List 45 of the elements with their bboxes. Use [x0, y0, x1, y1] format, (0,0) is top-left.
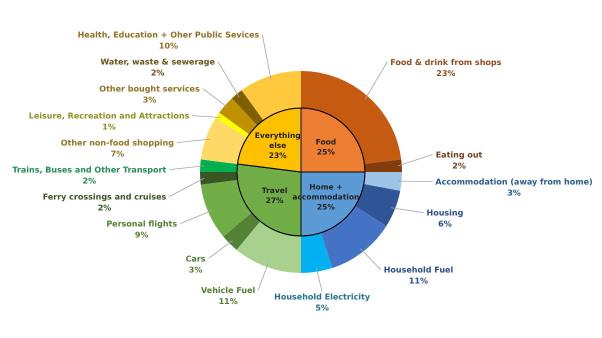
donut-slice	[200, 118, 247, 164]
donut-slice	[232, 90, 264, 126]
donut-slice	[301, 71, 402, 164]
data-label: 1%	[102, 122, 116, 132]
data-label: 2%	[82, 176, 96, 186]
slice-label: Water, waste & sewerage	[100, 58, 216, 67]
data-label: 3%	[142, 96, 156, 105]
slice-label: Cars	[186, 254, 206, 264]
slice-label: Other bought services	[99, 84, 200, 94]
data-label: 11%	[408, 276, 428, 286]
donut-slice	[364, 159, 402, 172]
data-label: 2%	[452, 162, 466, 171]
slice-label: Housing	[426, 208, 464, 218]
data-label: 7%	[110, 150, 124, 159]
donut-slice	[223, 212, 260, 250]
donut-slice	[236, 221, 301, 273]
slice-label: Other non-food shopping	[60, 138, 174, 148]
slice-label: Trains, Buses and Other Transport	[12, 166, 166, 175]
donut-slice	[200, 172, 238, 185]
donut-slice	[242, 71, 301, 120]
data-label: 10%	[158, 42, 178, 51]
data-label: 2%	[98, 204, 112, 213]
donut-slice	[219, 98, 258, 134]
donut-slice	[301, 232, 332, 273]
data-label: 9%	[134, 230, 148, 240]
slice-label: Ferry crossings and cruises	[42, 192, 166, 202]
slice-label: Eating out	[436, 150, 483, 160]
slice-label: Health, Education + Oher Public Sevices	[78, 30, 260, 40]
donut-slice	[200, 159, 238, 172]
slice-label: Food & drink from shops	[390, 58, 502, 67]
data-label: 2%	[150, 68, 164, 78]
data-label: 3%	[507, 188, 521, 198]
slice-label: Household Electricity	[274, 292, 371, 302]
data-label: 3%	[188, 265, 202, 274]
data-label: 23%	[436, 68, 456, 78]
slice-label: Household Fuel	[384, 266, 454, 275]
slice-label: Vehicle Fuel	[201, 286, 256, 296]
donut-slice	[216, 112, 250, 138]
slice-label: Personal flights	[106, 220, 178, 229]
data-label: 6%	[438, 220, 452, 229]
data-label: 5%	[315, 304, 329, 313]
slice-label: Leisure, Recreation and Attractions	[28, 112, 190, 121]
slice-label: Accommodation (away from home)	[435, 178, 593, 187]
data-label: 11%	[218, 297, 238, 306]
donut-slice	[364, 172, 402, 191]
